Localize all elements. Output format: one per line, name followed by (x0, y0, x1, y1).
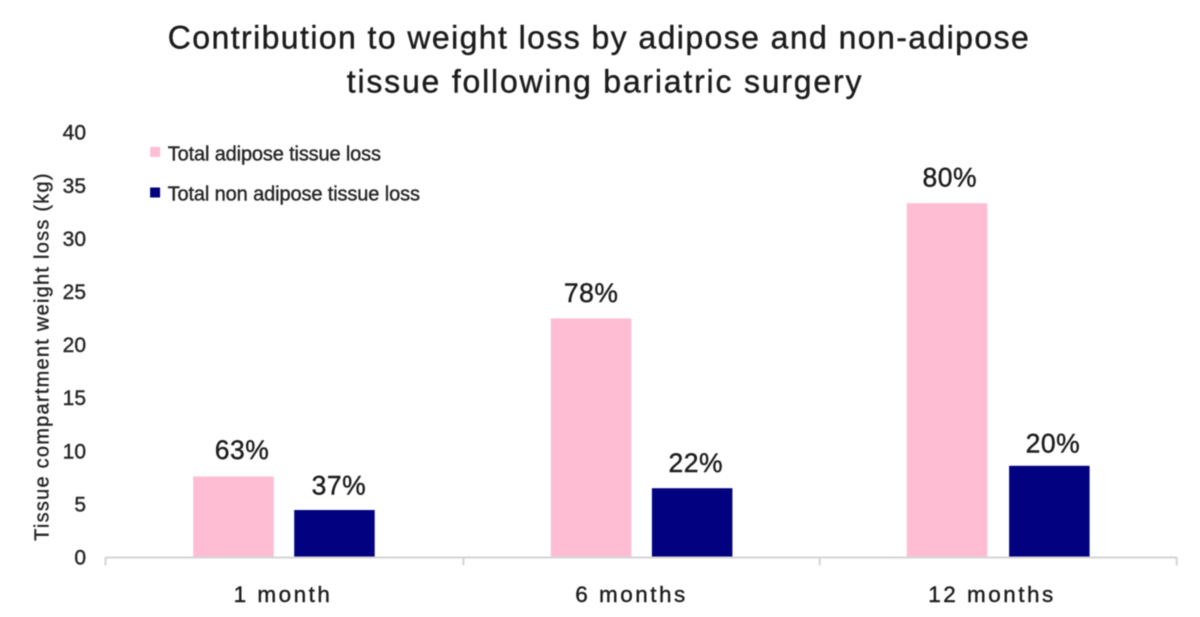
svg-text:25: 25 (63, 281, 86, 304)
svg-text:80%: 80% (923, 163, 978, 193)
svg-text:20: 20 (63, 334, 86, 357)
svg-text:22%: 22% (669, 448, 724, 478)
svg-text:5: 5 (74, 493, 86, 516)
svg-text:20%: 20% (1026, 429, 1081, 459)
svg-text:63%: 63% (215, 435, 270, 465)
svg-text:35: 35 (63, 175, 86, 198)
svg-text:0: 0 (74, 547, 86, 570)
svg-text:1 month: 1 month (234, 582, 333, 607)
svg-text:40: 40 (63, 122, 86, 145)
svg-text:Total non adipose tissue loss: Total non adipose tissue loss (168, 184, 420, 206)
svg-text:Total adipose tissue loss: Total adipose tissue loss (168, 143, 381, 165)
svg-text:30: 30 (63, 228, 86, 251)
svg-text:12 months: 12 months (928, 582, 1056, 607)
svg-text:15: 15 (63, 387, 86, 410)
svg-text:78%: 78% (564, 278, 619, 308)
svg-text:37%: 37% (312, 471, 367, 501)
svg-text:6 months: 6 months (575, 582, 688, 607)
svg-text:tissue following bariatric sur: tissue following bariatric surgery (347, 64, 864, 100)
svg-text:Contribution to weight loss by: Contribution to weight loss by adipose a… (168, 19, 1030, 55)
svg-text:Tissue compartment weight loss: Tissue compartment weight loss (kg) (32, 172, 54, 541)
svg-text:10: 10 (63, 440, 86, 463)
